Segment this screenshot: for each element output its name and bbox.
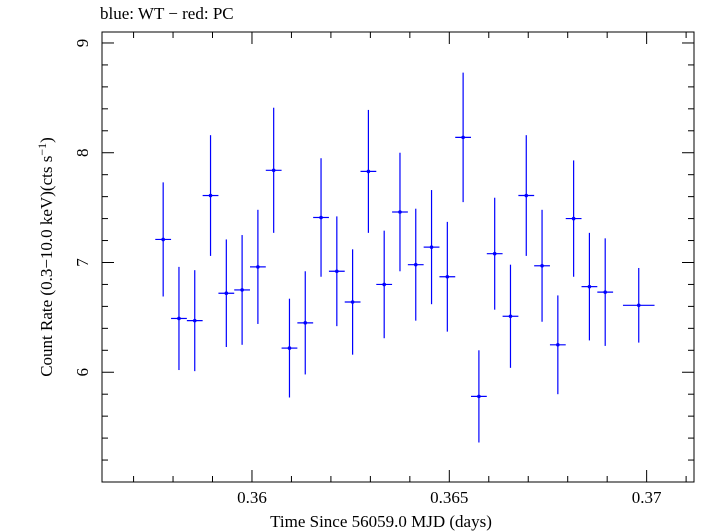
plot-frame	[101, 31, 695, 483]
point-marker	[556, 343, 560, 347]
data-point	[565, 160, 582, 277]
data-point	[502, 264, 519, 368]
point-marker	[492, 251, 497, 256]
y-axis-label: Count Rate (0.3−10.0 keV)(cts s−1)	[35, 137, 56, 377]
data-point	[549, 295, 566, 395]
point-marker	[319, 215, 323, 220]
data-point	[360, 109, 377, 233]
point-marker	[335, 269, 339, 274]
data-point	[518, 135, 535, 256]
data-point	[597, 238, 614, 346]
point-marker	[382, 282, 386, 287]
data-point	[313, 158, 329, 277]
data-point	[250, 209, 266, 324]
chart-title: blue: WT − red: PC	[100, 4, 234, 23]
data-point	[486, 197, 503, 310]
point-marker	[271, 168, 276, 173]
data-point	[439, 221, 456, 332]
x-tick-label: 0.365	[430, 488, 468, 507]
point-marker	[192, 318, 197, 323]
point-marker	[256, 265, 260, 269]
data-point	[455, 72, 472, 203]
x-tick-label: 0.36	[237, 488, 267, 507]
y-tick-label: 7	[73, 258, 92, 267]
point-marker	[524, 193, 529, 198]
x-tick-label: 0.37	[632, 488, 662, 507]
point-marker	[413, 262, 418, 267]
y-tick-label: 9	[73, 39, 92, 48]
data-point	[581, 232, 598, 341]
point-marker	[177, 316, 181, 321]
point-marker	[161, 237, 165, 242]
data-point	[423, 190, 440, 305]
data-point	[534, 209, 550, 322]
point-marker	[303, 321, 308, 325]
point-marker	[287, 346, 292, 350]
point-marker	[445, 274, 450, 279]
data-point	[265, 107, 282, 233]
data-point	[297, 271, 314, 375]
point-marker	[571, 216, 576, 221]
data-point	[376, 230, 393, 339]
y-tick-label: 8	[73, 148, 92, 157]
point-marker	[603, 290, 607, 294]
point-marker	[366, 169, 371, 174]
data-point	[392, 152, 408, 272]
point-marker	[208, 193, 213, 198]
point-marker	[636, 303, 641, 308]
data-point	[234, 235, 250, 345]
point-marker	[508, 314, 513, 319]
y-tick-label: 6	[73, 368, 92, 377]
x-axis-label: Time Since 56059.0 MJD (days)	[270, 512, 492, 531]
data-point	[328, 216, 345, 327]
data-point	[344, 249, 361, 355]
point-marker	[429, 245, 434, 249]
point-marker	[224, 291, 229, 296]
data-point	[186, 270, 203, 372]
data-point	[155, 182, 172, 297]
data-point	[407, 208, 424, 321]
data-point	[218, 239, 235, 347]
data-point	[171, 266, 187, 371]
point-marker	[240, 288, 244, 292]
point-marker	[398, 210, 402, 214]
point-marker	[477, 394, 481, 399]
point-marker	[540, 263, 544, 268]
data-point	[202, 135, 219, 256]
point-marker	[587, 284, 592, 289]
data-point	[281, 298, 298, 398]
data-point	[471, 350, 487, 443]
point-marker	[350, 300, 355, 304]
point-marker	[461, 135, 465, 140]
data-point	[622, 267, 655, 343]
